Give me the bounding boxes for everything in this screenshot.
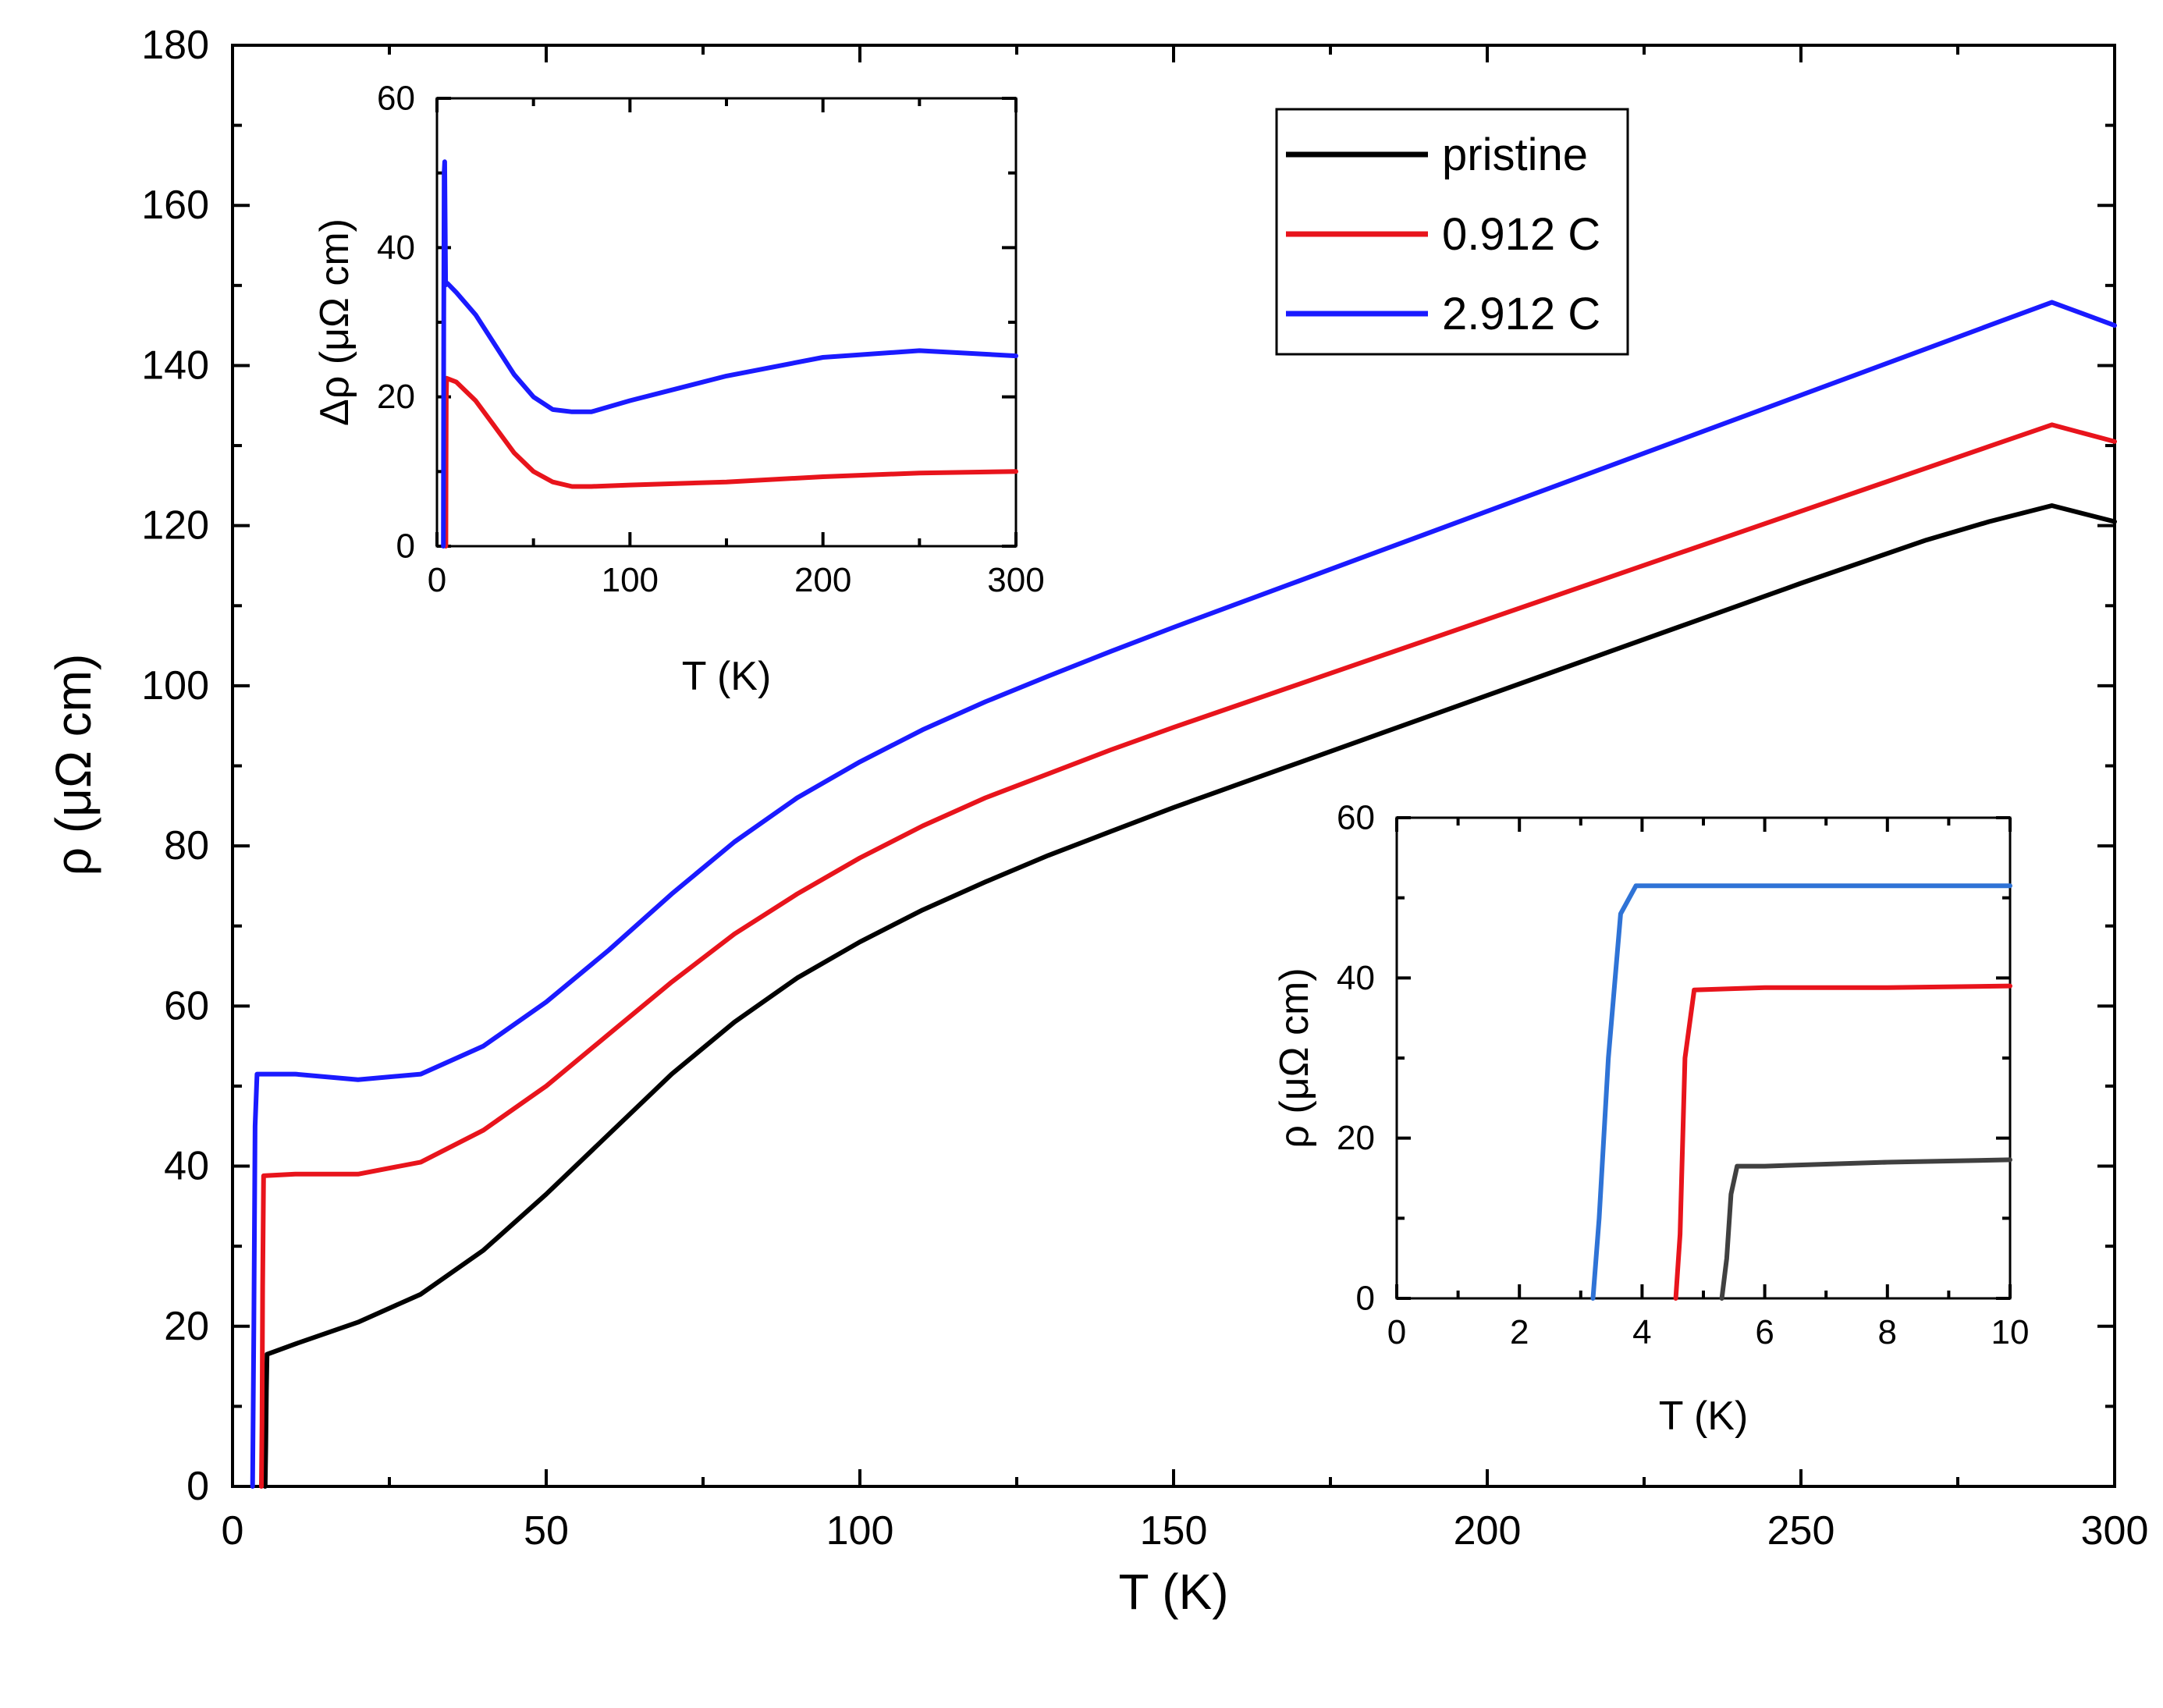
main-x-axis-label: T (K) [1118, 1564, 1228, 1620]
y-tick-label-100: 100 [141, 663, 209, 708]
inset-top-plot: 0 100 200 300 0 20 40 60 T (K) Δρ (μΩ cm) [312, 80, 1045, 700]
legend-label-0912c: 0.912 C [1442, 209, 1600, 260]
inset-bottom-series-series-3 [1590, 883, 2012, 1301]
y-tick-label-40: 40 [1337, 959, 1375, 997]
main-plot: 0 50 100 150 200 250 3000204060801001201401601… [45, 23, 2148, 1620]
inset-bottom-series-series-1 [1719, 1157, 2012, 1301]
x-tick-label-300: 300 [2081, 1508, 2149, 1554]
y-tick-label-40: 40 [164, 1144, 209, 1189]
y-tick-label-60: 60 [377, 80, 415, 118]
legend: pristine 0.912 C 2.912 C [1275, 108, 1629, 356]
y-tick-label-80: 80 [164, 823, 209, 868]
y-tick-label-0: 0 [396, 527, 415, 566]
inset-top-series-series-2 [441, 159, 1018, 549]
y-tick-label-40: 40 [377, 229, 415, 267]
y-tick-label-180: 180 [141, 23, 209, 68]
inset-top-series-series-1 [443, 375, 1018, 549]
y-tick-label-160: 160 [141, 183, 209, 228]
x-tick-label-0: 0 [222, 1508, 244, 1554]
main-series-0-912-c [259, 422, 2117, 1489]
main-series-2-912-c [250, 300, 2117, 1489]
x-tick-label-100: 100 [826, 1508, 894, 1554]
inset-bottom-frame [1395, 816, 2012, 1300]
x-tick-label-0: 0 [428, 561, 446, 599]
x-tick-label-150: 150 [1140, 1508, 1208, 1554]
inset-top-y-axis-label: Δρ (μΩ cm) [312, 218, 357, 426]
x-tick-label-200: 200 [1454, 1508, 1522, 1554]
inset-top-frame [435, 97, 1018, 548]
x-tick-label-200: 200 [794, 561, 851, 599]
x-tick-label-8: 8 [1878, 1313, 1897, 1351]
main-series-pristine [262, 503, 2117, 1489]
x-tick-label-250: 250 [1767, 1508, 1835, 1554]
x-tick-label-2: 2 [1510, 1313, 1529, 1351]
legend-label-pristine: pristine [1442, 130, 1588, 180]
y-tick-label-20: 20 [377, 378, 415, 416]
main-axis-ticks: 0 50 100 150 200 250 3000204060801001201401601… [141, 23, 2148, 1554]
y-tick-label-20: 20 [1337, 1119, 1375, 1157]
y-tick-label-60: 60 [1337, 799, 1375, 837]
y-tick-label-60: 60 [164, 983, 209, 1028]
inset-bottom-plot: 0 2 4 6 8 10 0 20 40 60 T (K) ρ (μΩ cm) [1272, 799, 2029, 1440]
x-tick-label-6: 6 [1755, 1313, 1774, 1351]
y-tick-label-140: 140 [141, 343, 209, 388]
inset-top-x-axis-label: T (K) [682, 654, 772, 699]
x-tick-label-0: 0 [1387, 1313, 1406, 1351]
inset-bottom-x-axis-label: T (K) [1659, 1394, 1749, 1439]
main-series-group [250, 300, 2117, 1489]
inset-top-axis-ticks: 0 100 200 300 0 20 40 60 [377, 80, 1045, 600]
inset-bottom-series-group [1590, 883, 2012, 1301]
x-tick-label-100: 100 [602, 561, 659, 599]
x-tick-label-300: 300 [987, 561, 1044, 599]
x-tick-label-50: 50 [524, 1508, 569, 1554]
legend-label-2912c: 2.912 C [1442, 289, 1600, 339]
y-tick-label-20: 20 [164, 1304, 209, 1349]
y-tick-label-0: 0 [186, 1464, 209, 1509]
inset-bottom-axis-ticks: 0 2 4 6 8 10 0 20 40 60 [1337, 799, 2029, 1352]
y-tick-label-0: 0 [1356, 1280, 1375, 1318]
inset-top-series-group [441, 159, 1018, 549]
inset-bottom-y-axis-label: ρ (μΩ cm) [1272, 968, 1317, 1148]
main-y-axis-label: ρ (μΩ cm) [45, 654, 101, 876]
inset-bottom-series-series-2 [1673, 983, 2012, 1301]
y-tick-label-120: 120 [141, 503, 209, 549]
x-tick-label-4: 4 [1632, 1313, 1651, 1351]
x-tick-label-10: 10 [1991, 1313, 2030, 1351]
